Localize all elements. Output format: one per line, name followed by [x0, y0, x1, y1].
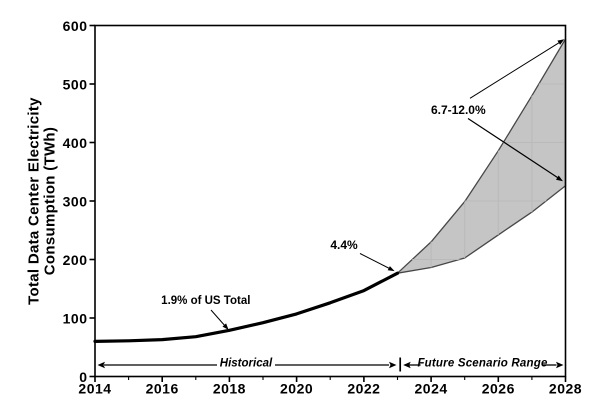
svg-text:2018: 2018 [213, 381, 246, 397]
svg-text:4.4%: 4.4% [330, 238, 358, 252]
svg-text:0: 0 [79, 369, 87, 385]
svg-text:Consumption (TWh): Consumption (TWh) [42, 127, 59, 275]
svg-text:2020: 2020 [280, 381, 313, 397]
svg-text:200: 200 [63, 252, 88, 268]
svg-text:600: 600 [63, 18, 88, 34]
svg-text:2016: 2016 [146, 381, 179, 397]
svg-text:500: 500 [63, 76, 88, 92]
svg-text:Future Scenario Range: Future Scenario Range [417, 357, 547, 369]
svg-text:400: 400 [63, 135, 88, 151]
svg-text:100: 100 [63, 310, 88, 326]
svg-text:2022: 2022 [347, 381, 380, 397]
svg-text:2028: 2028 [549, 381, 582, 397]
svg-text:300: 300 [63, 193, 88, 209]
svg-text:2026: 2026 [482, 381, 515, 397]
svg-text:2014: 2014 [78, 381, 111, 397]
svg-text:Total Data Center Electricity: Total Data Center Electricity [26, 97, 43, 305]
svg-text:2024: 2024 [415, 381, 448, 397]
svg-text:1.9% of US Total: 1.9% of US Total [161, 295, 250, 307]
svg-text:6.7-12.0%: 6.7-12.0% [431, 103, 486, 117]
svg-text:Historical: Historical [220, 357, 273, 369]
